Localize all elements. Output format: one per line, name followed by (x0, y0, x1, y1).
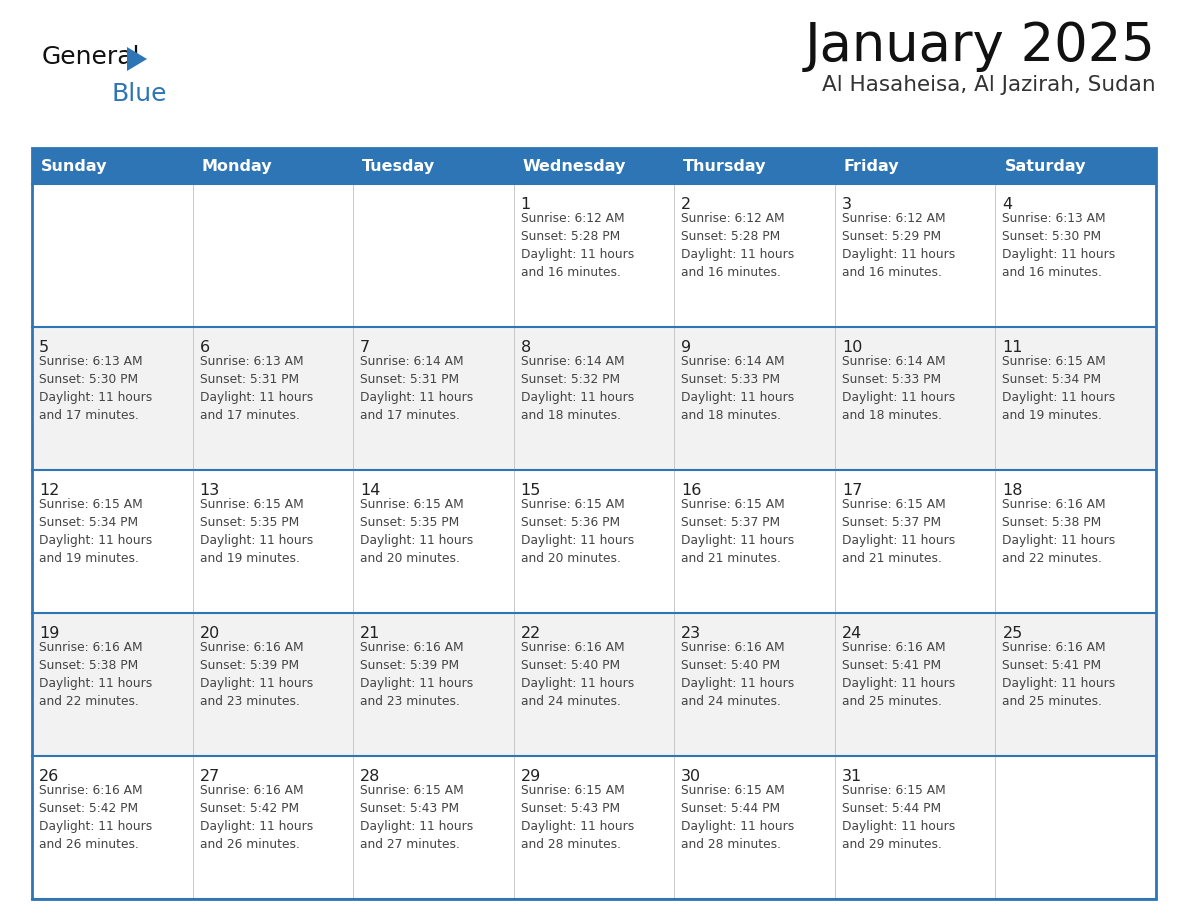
Text: Sunrise: 6:14 AM
Sunset: 5:31 PM
Daylight: 11 hours
and 17 minutes.: Sunrise: 6:14 AM Sunset: 5:31 PM Dayligh… (360, 355, 473, 422)
Text: Sunrise: 6:15 AM
Sunset: 5:36 PM
Daylight: 11 hours
and 20 minutes.: Sunrise: 6:15 AM Sunset: 5:36 PM Dayligh… (520, 498, 634, 565)
Text: 7: 7 (360, 340, 371, 355)
Text: 9: 9 (681, 340, 691, 355)
Text: 6: 6 (200, 340, 210, 355)
Text: Sunrise: 6:16 AM
Sunset: 5:38 PM
Daylight: 11 hours
and 22 minutes.: Sunrise: 6:16 AM Sunset: 5:38 PM Dayligh… (39, 641, 152, 708)
Text: 23: 23 (681, 626, 701, 641)
Text: Sunrise: 6:16 AM
Sunset: 5:40 PM
Daylight: 11 hours
and 24 minutes.: Sunrise: 6:16 AM Sunset: 5:40 PM Dayligh… (520, 641, 634, 708)
Text: Sunrise: 6:12 AM
Sunset: 5:28 PM
Daylight: 11 hours
and 16 minutes.: Sunrise: 6:12 AM Sunset: 5:28 PM Dayligh… (520, 212, 634, 279)
Text: 30: 30 (681, 769, 701, 784)
Text: Tuesday: Tuesday (362, 159, 435, 174)
Bar (32, 327, 1156, 470)
Bar (32, 148, 192, 184)
Text: Sunrise: 6:15 AM
Sunset: 5:44 PM
Daylight: 11 hours
and 28 minutes.: Sunrise: 6:15 AM Sunset: 5:44 PM Dayligh… (681, 784, 795, 851)
Text: General: General (42, 45, 140, 69)
Bar (675, 148, 835, 184)
Text: 25: 25 (1003, 626, 1023, 641)
Text: Sunrise: 6:16 AM
Sunset: 5:39 PM
Daylight: 11 hours
and 23 minutes.: Sunrise: 6:16 AM Sunset: 5:39 PM Dayligh… (200, 641, 312, 708)
Text: 11: 11 (1003, 340, 1023, 355)
Text: 1: 1 (520, 197, 531, 212)
Bar (32, 470, 1156, 613)
Bar (513, 148, 675, 184)
Text: 3: 3 (842, 197, 852, 212)
Text: Sunrise: 6:12 AM
Sunset: 5:29 PM
Daylight: 11 hours
and 16 minutes.: Sunrise: 6:12 AM Sunset: 5:29 PM Dayligh… (842, 212, 955, 279)
Text: Sunrise: 6:16 AM
Sunset: 5:41 PM
Daylight: 11 hours
and 25 minutes.: Sunrise: 6:16 AM Sunset: 5:41 PM Dayligh… (842, 641, 955, 708)
Text: Thursday: Thursday (683, 159, 766, 174)
Text: 28: 28 (360, 769, 380, 784)
Text: 13: 13 (200, 483, 220, 498)
Text: 5: 5 (39, 340, 49, 355)
Text: 24: 24 (842, 626, 862, 641)
Text: Friday: Friday (843, 159, 899, 174)
Text: Blue: Blue (112, 82, 168, 106)
Text: 18: 18 (1003, 483, 1023, 498)
Text: Sunrise: 6:15 AM
Sunset: 5:34 PM
Daylight: 11 hours
and 19 minutes.: Sunrise: 6:15 AM Sunset: 5:34 PM Dayligh… (1003, 355, 1116, 422)
Text: Sunrise: 6:13 AM
Sunset: 5:30 PM
Daylight: 11 hours
and 17 minutes.: Sunrise: 6:13 AM Sunset: 5:30 PM Dayligh… (39, 355, 152, 422)
Text: 20: 20 (200, 626, 220, 641)
Text: 17: 17 (842, 483, 862, 498)
Text: 10: 10 (842, 340, 862, 355)
Text: Sunrise: 6:13 AM
Sunset: 5:30 PM
Daylight: 11 hours
and 16 minutes.: Sunrise: 6:13 AM Sunset: 5:30 PM Dayligh… (1003, 212, 1116, 279)
Text: Sunrise: 6:15 AM
Sunset: 5:35 PM
Daylight: 11 hours
and 19 minutes.: Sunrise: 6:15 AM Sunset: 5:35 PM Dayligh… (200, 498, 312, 565)
Text: Sunrise: 6:16 AM
Sunset: 5:40 PM
Daylight: 11 hours
and 24 minutes.: Sunrise: 6:16 AM Sunset: 5:40 PM Dayligh… (681, 641, 795, 708)
Text: 19: 19 (39, 626, 59, 641)
Text: 29: 29 (520, 769, 541, 784)
Text: Sunrise: 6:14 AM
Sunset: 5:33 PM
Daylight: 11 hours
and 18 minutes.: Sunrise: 6:14 AM Sunset: 5:33 PM Dayligh… (842, 355, 955, 422)
Text: Sunrise: 6:15 AM
Sunset: 5:43 PM
Daylight: 11 hours
and 28 minutes.: Sunrise: 6:15 AM Sunset: 5:43 PM Dayligh… (520, 784, 634, 851)
Text: Monday: Monday (202, 159, 272, 174)
Bar (996, 148, 1156, 184)
Text: 14: 14 (360, 483, 380, 498)
Text: Sunrise: 6:15 AM
Sunset: 5:35 PM
Daylight: 11 hours
and 20 minutes.: Sunrise: 6:15 AM Sunset: 5:35 PM Dayligh… (360, 498, 473, 565)
Text: 27: 27 (200, 769, 220, 784)
Text: 12: 12 (39, 483, 59, 498)
Text: 16: 16 (681, 483, 702, 498)
Text: Sunrise: 6:15 AM
Sunset: 5:44 PM
Daylight: 11 hours
and 29 minutes.: Sunrise: 6:15 AM Sunset: 5:44 PM Dayligh… (842, 784, 955, 851)
Bar (32, 613, 1156, 756)
Text: Sunrise: 6:15 AM
Sunset: 5:37 PM
Daylight: 11 hours
and 21 minutes.: Sunrise: 6:15 AM Sunset: 5:37 PM Dayligh… (842, 498, 955, 565)
Text: Sunrise: 6:13 AM
Sunset: 5:31 PM
Daylight: 11 hours
and 17 minutes.: Sunrise: 6:13 AM Sunset: 5:31 PM Dayligh… (200, 355, 312, 422)
Text: Sunrise: 6:14 AM
Sunset: 5:33 PM
Daylight: 11 hours
and 18 minutes.: Sunrise: 6:14 AM Sunset: 5:33 PM Dayligh… (681, 355, 795, 422)
Text: Sunrise: 6:15 AM
Sunset: 5:37 PM
Daylight: 11 hours
and 21 minutes.: Sunrise: 6:15 AM Sunset: 5:37 PM Dayligh… (681, 498, 795, 565)
Polygon shape (127, 47, 147, 71)
Text: Sunrise: 6:16 AM
Sunset: 5:41 PM
Daylight: 11 hours
and 25 minutes.: Sunrise: 6:16 AM Sunset: 5:41 PM Dayligh… (1003, 641, 1116, 708)
Text: 21: 21 (360, 626, 380, 641)
Text: Sunrise: 6:14 AM
Sunset: 5:32 PM
Daylight: 11 hours
and 18 minutes.: Sunrise: 6:14 AM Sunset: 5:32 PM Dayligh… (520, 355, 634, 422)
Text: Sunrise: 6:16 AM
Sunset: 5:42 PM
Daylight: 11 hours
and 26 minutes.: Sunrise: 6:16 AM Sunset: 5:42 PM Dayligh… (39, 784, 152, 851)
Text: Sunrise: 6:15 AM
Sunset: 5:34 PM
Daylight: 11 hours
and 19 minutes.: Sunrise: 6:15 AM Sunset: 5:34 PM Dayligh… (39, 498, 152, 565)
Text: Al Hasaheisa, Al Jazirah, Sudan: Al Hasaheisa, Al Jazirah, Sudan (822, 75, 1156, 95)
Bar (32, 184, 1156, 327)
Text: Sunrise: 6:12 AM
Sunset: 5:28 PM
Daylight: 11 hours
and 16 minutes.: Sunrise: 6:12 AM Sunset: 5:28 PM Dayligh… (681, 212, 795, 279)
Text: 2: 2 (681, 197, 691, 212)
Bar (32, 148, 1156, 899)
Text: Wednesday: Wednesday (523, 159, 626, 174)
Text: Sunrise: 6:16 AM
Sunset: 5:42 PM
Daylight: 11 hours
and 26 minutes.: Sunrise: 6:16 AM Sunset: 5:42 PM Dayligh… (200, 784, 312, 851)
Text: 15: 15 (520, 483, 541, 498)
Bar (353, 148, 513, 184)
Text: January 2025: January 2025 (805, 20, 1156, 72)
Bar (835, 148, 996, 184)
Text: Sunrise: 6:16 AM
Sunset: 5:38 PM
Daylight: 11 hours
and 22 minutes.: Sunrise: 6:16 AM Sunset: 5:38 PM Dayligh… (1003, 498, 1116, 565)
Text: 31: 31 (842, 769, 862, 784)
Bar (32, 756, 1156, 899)
Text: Saturday: Saturday (1004, 159, 1086, 174)
Text: Sunrise: 6:15 AM
Sunset: 5:43 PM
Daylight: 11 hours
and 27 minutes.: Sunrise: 6:15 AM Sunset: 5:43 PM Dayligh… (360, 784, 473, 851)
Text: Sunday: Sunday (42, 159, 107, 174)
Text: 8: 8 (520, 340, 531, 355)
Text: 22: 22 (520, 626, 541, 641)
Text: 4: 4 (1003, 197, 1012, 212)
Text: Sunrise: 6:16 AM
Sunset: 5:39 PM
Daylight: 11 hours
and 23 minutes.: Sunrise: 6:16 AM Sunset: 5:39 PM Dayligh… (360, 641, 473, 708)
Text: 26: 26 (39, 769, 59, 784)
Bar (192, 148, 353, 184)
